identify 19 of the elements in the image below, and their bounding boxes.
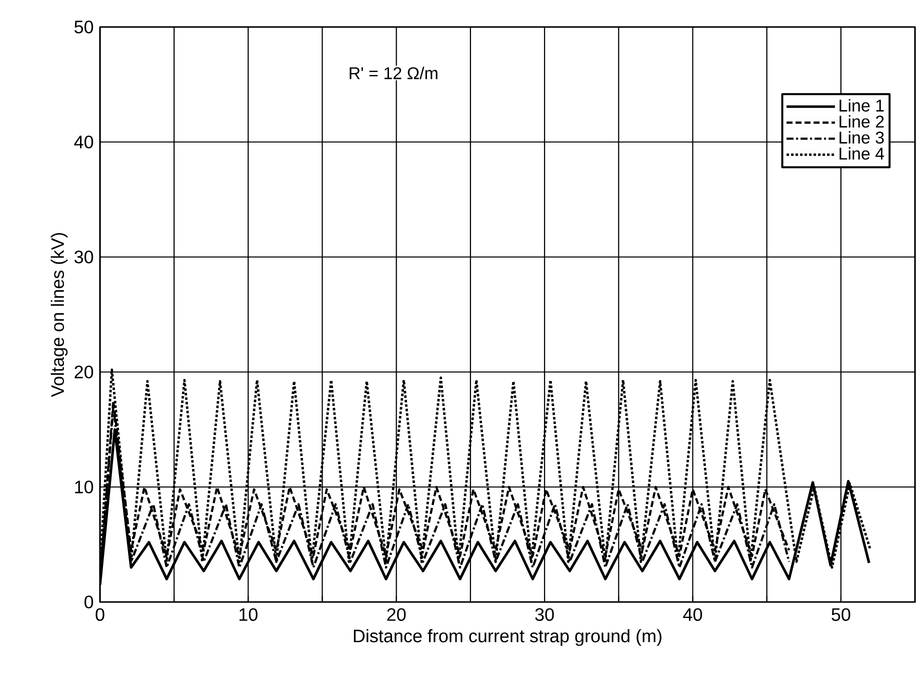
- y-axis-title: Voltage on lines (kV): [50, 233, 68, 397]
- x-tick-label: 20: [387, 608, 406, 621]
- legend-label: Line 2: [840, 115, 884, 128]
- x-tick-label: 10: [240, 608, 258, 621]
- x-tick-label: 50: [832, 608, 850, 621]
- y-tick-label: 40: [74, 136, 94, 148]
- y-tick-label: 20: [74, 366, 94, 378]
- legend-label: Line 3: [840, 131, 884, 144]
- x-axis-title: Distance from current strap ground (m): [354, 629, 662, 646]
- legend-label: Line 1: [840, 99, 884, 112]
- x-tick-label: 30: [535, 608, 554, 621]
- y-tick-label: 50: [74, 20, 94, 34]
- legend-label: Line 4: [840, 147, 884, 160]
- y-tick-label: 0: [84, 596, 94, 608]
- x-tick-label: 40: [683, 608, 702, 621]
- annotation: R' = 12 Ω/m: [350, 66, 438, 80]
- y-tick-label: 10: [75, 480, 94, 494]
- x-tick-label: 0: [96, 608, 104, 621]
- y-tick-label: 30: [74, 250, 94, 264]
